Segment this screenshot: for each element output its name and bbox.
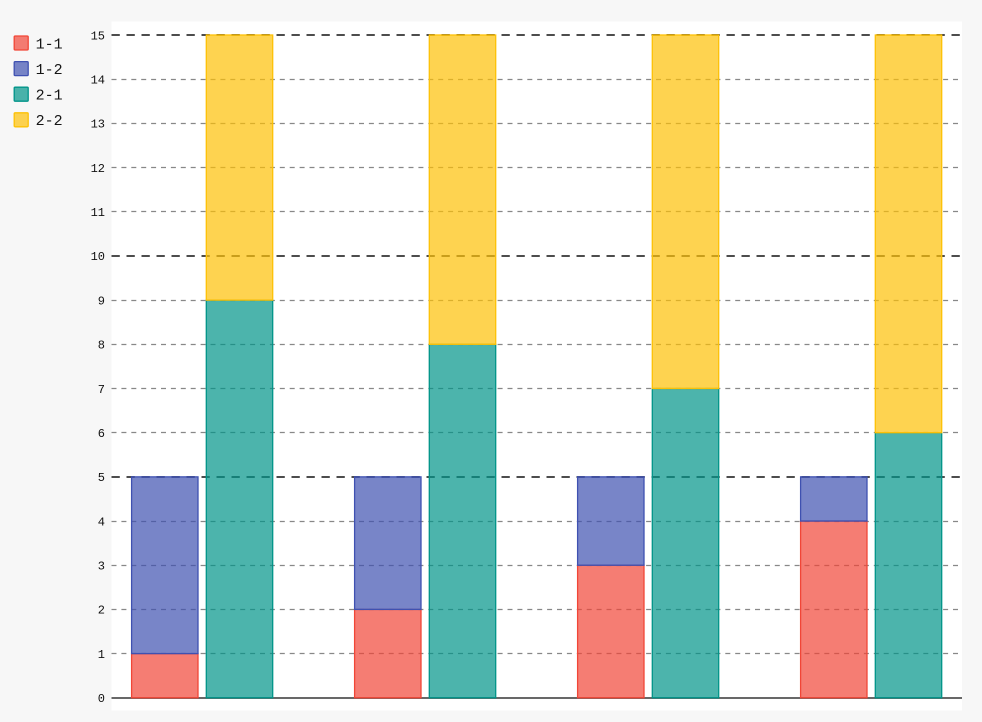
svg-text:3: 3: [98, 560, 105, 574]
svg-text:4: 4: [98, 515, 105, 529]
svg-text:12: 12: [91, 162, 105, 176]
svg-text:2: 2: [98, 604, 105, 618]
svg-text:2-2: 2-2: [36, 113, 63, 130]
svg-text:1-1: 1-1: [36, 36, 63, 53]
svg-text:11: 11: [91, 206, 105, 220]
svg-text:1: 1: [98, 648, 105, 662]
svg-text:8: 8: [98, 339, 105, 353]
svg-text:9: 9: [98, 294, 105, 308]
svg-text:7: 7: [98, 383, 105, 397]
svg-text:14: 14: [91, 74, 105, 88]
svg-text:0: 0: [98, 692, 105, 706]
svg-text:13: 13: [91, 118, 105, 132]
svg-text:6: 6: [98, 427, 105, 441]
svg-text:5: 5: [98, 471, 105, 485]
svg-text:15: 15: [91, 29, 105, 43]
svg-text:10: 10: [91, 250, 105, 264]
svg-text:2-1: 2-1: [36, 88, 63, 105]
svg-text:1-2: 1-2: [36, 62, 63, 79]
